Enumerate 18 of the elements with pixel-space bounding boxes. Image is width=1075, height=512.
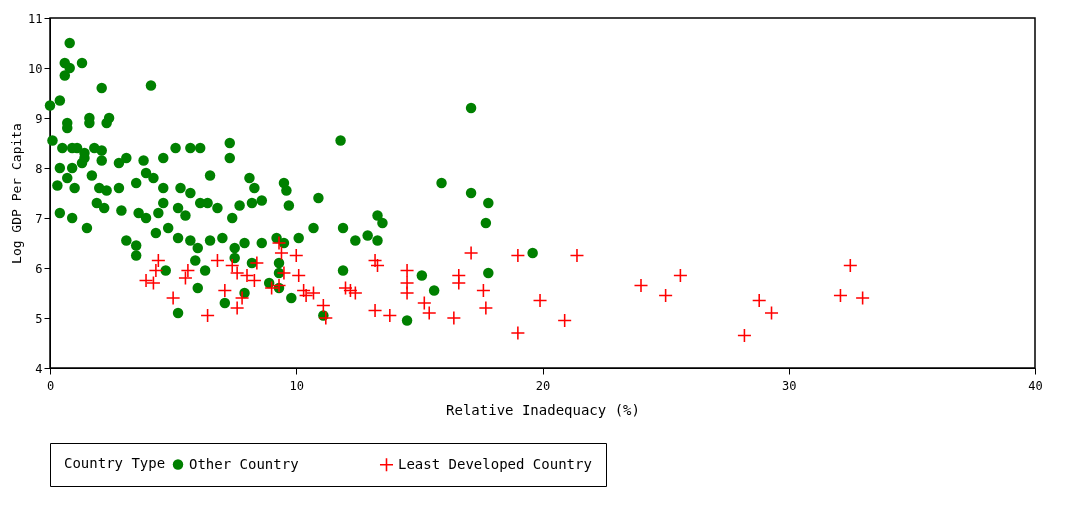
y-tick-label: 4	[35, 361, 43, 376]
y-tick-label: 6	[35, 261, 43, 276]
x-tick-label: 10	[289, 378, 304, 393]
x-tick-label: 30	[782, 378, 797, 393]
y-tick-label: 7	[35, 211, 43, 226]
x-tick-label: 20	[535, 378, 551, 393]
y-tick-label: 5	[35, 311, 43, 326]
y-tick-label: 9	[35, 111, 43, 126]
x-tick-label: 0	[46, 378, 55, 393]
legend-label: Least Developed Country	[398, 455, 592, 472]
y-tick-label: 10	[28, 61, 43, 76]
legend-title: Country Type	[64, 455, 166, 471]
y-axis-title: Log GDP Per Capita	[9, 123, 25, 264]
legend-label: Other Country	[189, 455, 299, 472]
x-axis-title: Relative Inadequacy (%)	[446, 401, 640, 418]
x-tick-label: 40	[1028, 378, 1043, 393]
y-tick-label: 11	[28, 11, 43, 26]
y-tick-label: 8	[35, 161, 43, 176]
